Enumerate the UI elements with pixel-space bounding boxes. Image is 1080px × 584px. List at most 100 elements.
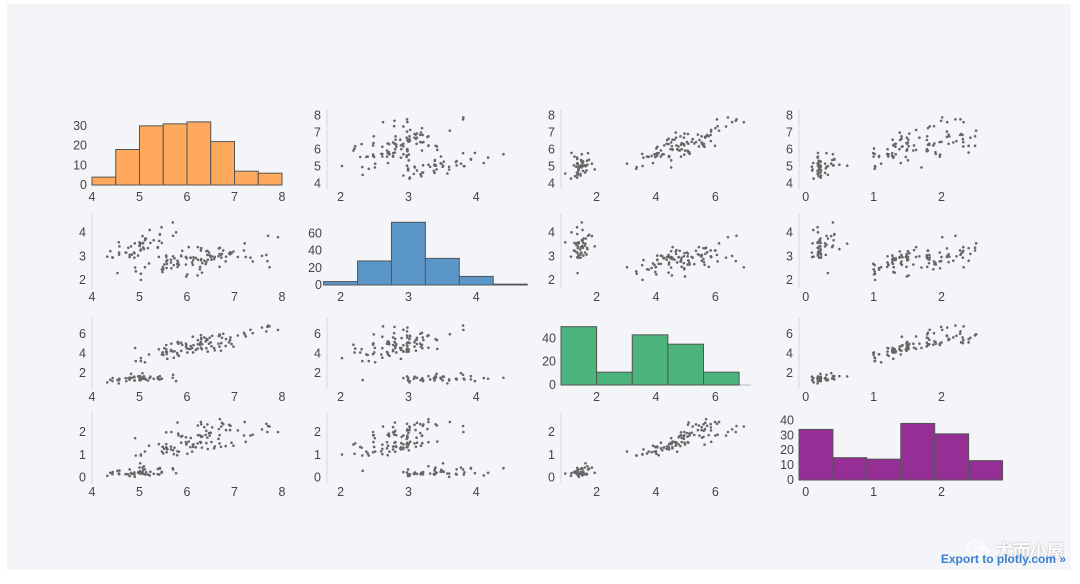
scatter-point [144, 377, 147, 380]
scatter-point [353, 144, 357, 148]
scatter-point [268, 425, 271, 428]
scatter-point [385, 342, 389, 346]
scatter-point [109, 249, 112, 253]
scatter-point [170, 266, 173, 270]
scatter-point [906, 255, 910, 259]
scatter-point [914, 245, 918, 249]
scatter-point [266, 259, 269, 263]
scatter-point [109, 471, 112, 475]
scatter-point [152, 238, 156, 242]
scatter-point [413, 423, 416, 427]
scatter-point [266, 430, 269, 434]
scatter-point [160, 470, 164, 474]
scatter-point [577, 468, 580, 471]
scatter-point [819, 253, 823, 256]
scatter-point [139, 378, 143, 381]
scatter-point [164, 343, 168, 347]
scatter-point [386, 444, 390, 448]
scatter-point [407, 350, 411, 353]
scatter-point [391, 445, 395, 448]
scatter-point [742, 120, 746, 124]
scatter-point [406, 326, 409, 329]
scatter-point [192, 255, 195, 259]
scatter-point [372, 333, 376, 336]
scatter-point [149, 470, 152, 474]
hist-bar-sepal_width [458, 275, 494, 286]
scatter-point [373, 436, 377, 440]
scatter-point [574, 243, 578, 246]
scatter-point [879, 265, 883, 269]
scatter-point [427, 334, 430, 337]
x-tick-label: 1 [870, 190, 877, 204]
x-tick-label: 2 [593, 485, 600, 499]
scatter-point [146, 379, 150, 382]
scatter-point [199, 420, 203, 424]
scatter-point [667, 261, 671, 264]
scatter-point [961, 336, 964, 339]
scatter-point [898, 256, 901, 259]
scatter-point [940, 255, 943, 259]
scatter-point [391, 336, 395, 339]
scatter-point [726, 235, 730, 239]
scatter-point [683, 251, 686, 255]
scatter-point [210, 334, 214, 338]
scatter-point [266, 325, 269, 329]
scatter-point [890, 151, 894, 155]
scatter-point [147, 262, 151, 265]
scatter-point [200, 446, 204, 449]
scatter-point [955, 139, 958, 143]
scatter-point [109, 378, 112, 382]
scatter-point [473, 471, 477, 475]
scatter-point [199, 422, 203, 426]
scatter-point [694, 249, 698, 253]
scatter-point [405, 347, 409, 351]
scatter-point [156, 467, 160, 471]
scatter-point [413, 166, 417, 169]
scatter-point [742, 265, 746, 269]
x-tick-label: 8 [279, 485, 286, 499]
scatter-point [393, 142, 396, 146]
y-tick-label: 6 [79, 327, 86, 341]
scatter-point [169, 349, 173, 353]
scatter-point [402, 152, 405, 156]
export-link[interactable]: Export to plotly.com » [940, 552, 1066, 566]
scatter-point [650, 450, 653, 454]
scatter-point [440, 162, 443, 165]
y-tick-label: 4 [786, 347, 793, 361]
scatter-point [117, 378, 121, 382]
scatter-point [654, 270, 657, 274]
scatter-point [700, 142, 704, 146]
scatter-point [174, 471, 178, 475]
scatter-point [210, 258, 213, 261]
scatter-point [714, 434, 717, 437]
scatter-point [825, 151, 828, 155]
scatter-point [199, 333, 203, 337]
scatter-point [446, 472, 449, 475]
scatter-point [381, 443, 384, 446]
scatter-point [925, 149, 929, 153]
scatter-point [371, 144, 375, 147]
scatter-point [406, 376, 410, 379]
scatter-point [169, 448, 173, 451]
scatter-point [912, 144, 916, 147]
scatter-point [415, 342, 419, 346]
y-tick-label: 4 [786, 225, 793, 239]
scatter-point [694, 423, 698, 426]
scatter-point [967, 337, 970, 341]
scatter-point [702, 422, 705, 426]
scatter-point [217, 427, 221, 431]
scatter-point [824, 376, 828, 379]
x-tick-label: 0 [802, 190, 809, 204]
scatter-point [218, 345, 221, 348]
scatter-point [462, 473, 466, 476]
scatter-point [180, 343, 184, 347]
scatter-point [961, 341, 965, 345]
scatter-point [174, 231, 178, 234]
scatter-point [945, 247, 949, 250]
scatter-point [569, 474, 573, 478]
scatter-point [358, 351, 362, 354]
scatter-point [819, 176, 823, 179]
hist-bar-sepal_length [139, 125, 164, 186]
hist-bar-petal_width [934, 433, 970, 481]
